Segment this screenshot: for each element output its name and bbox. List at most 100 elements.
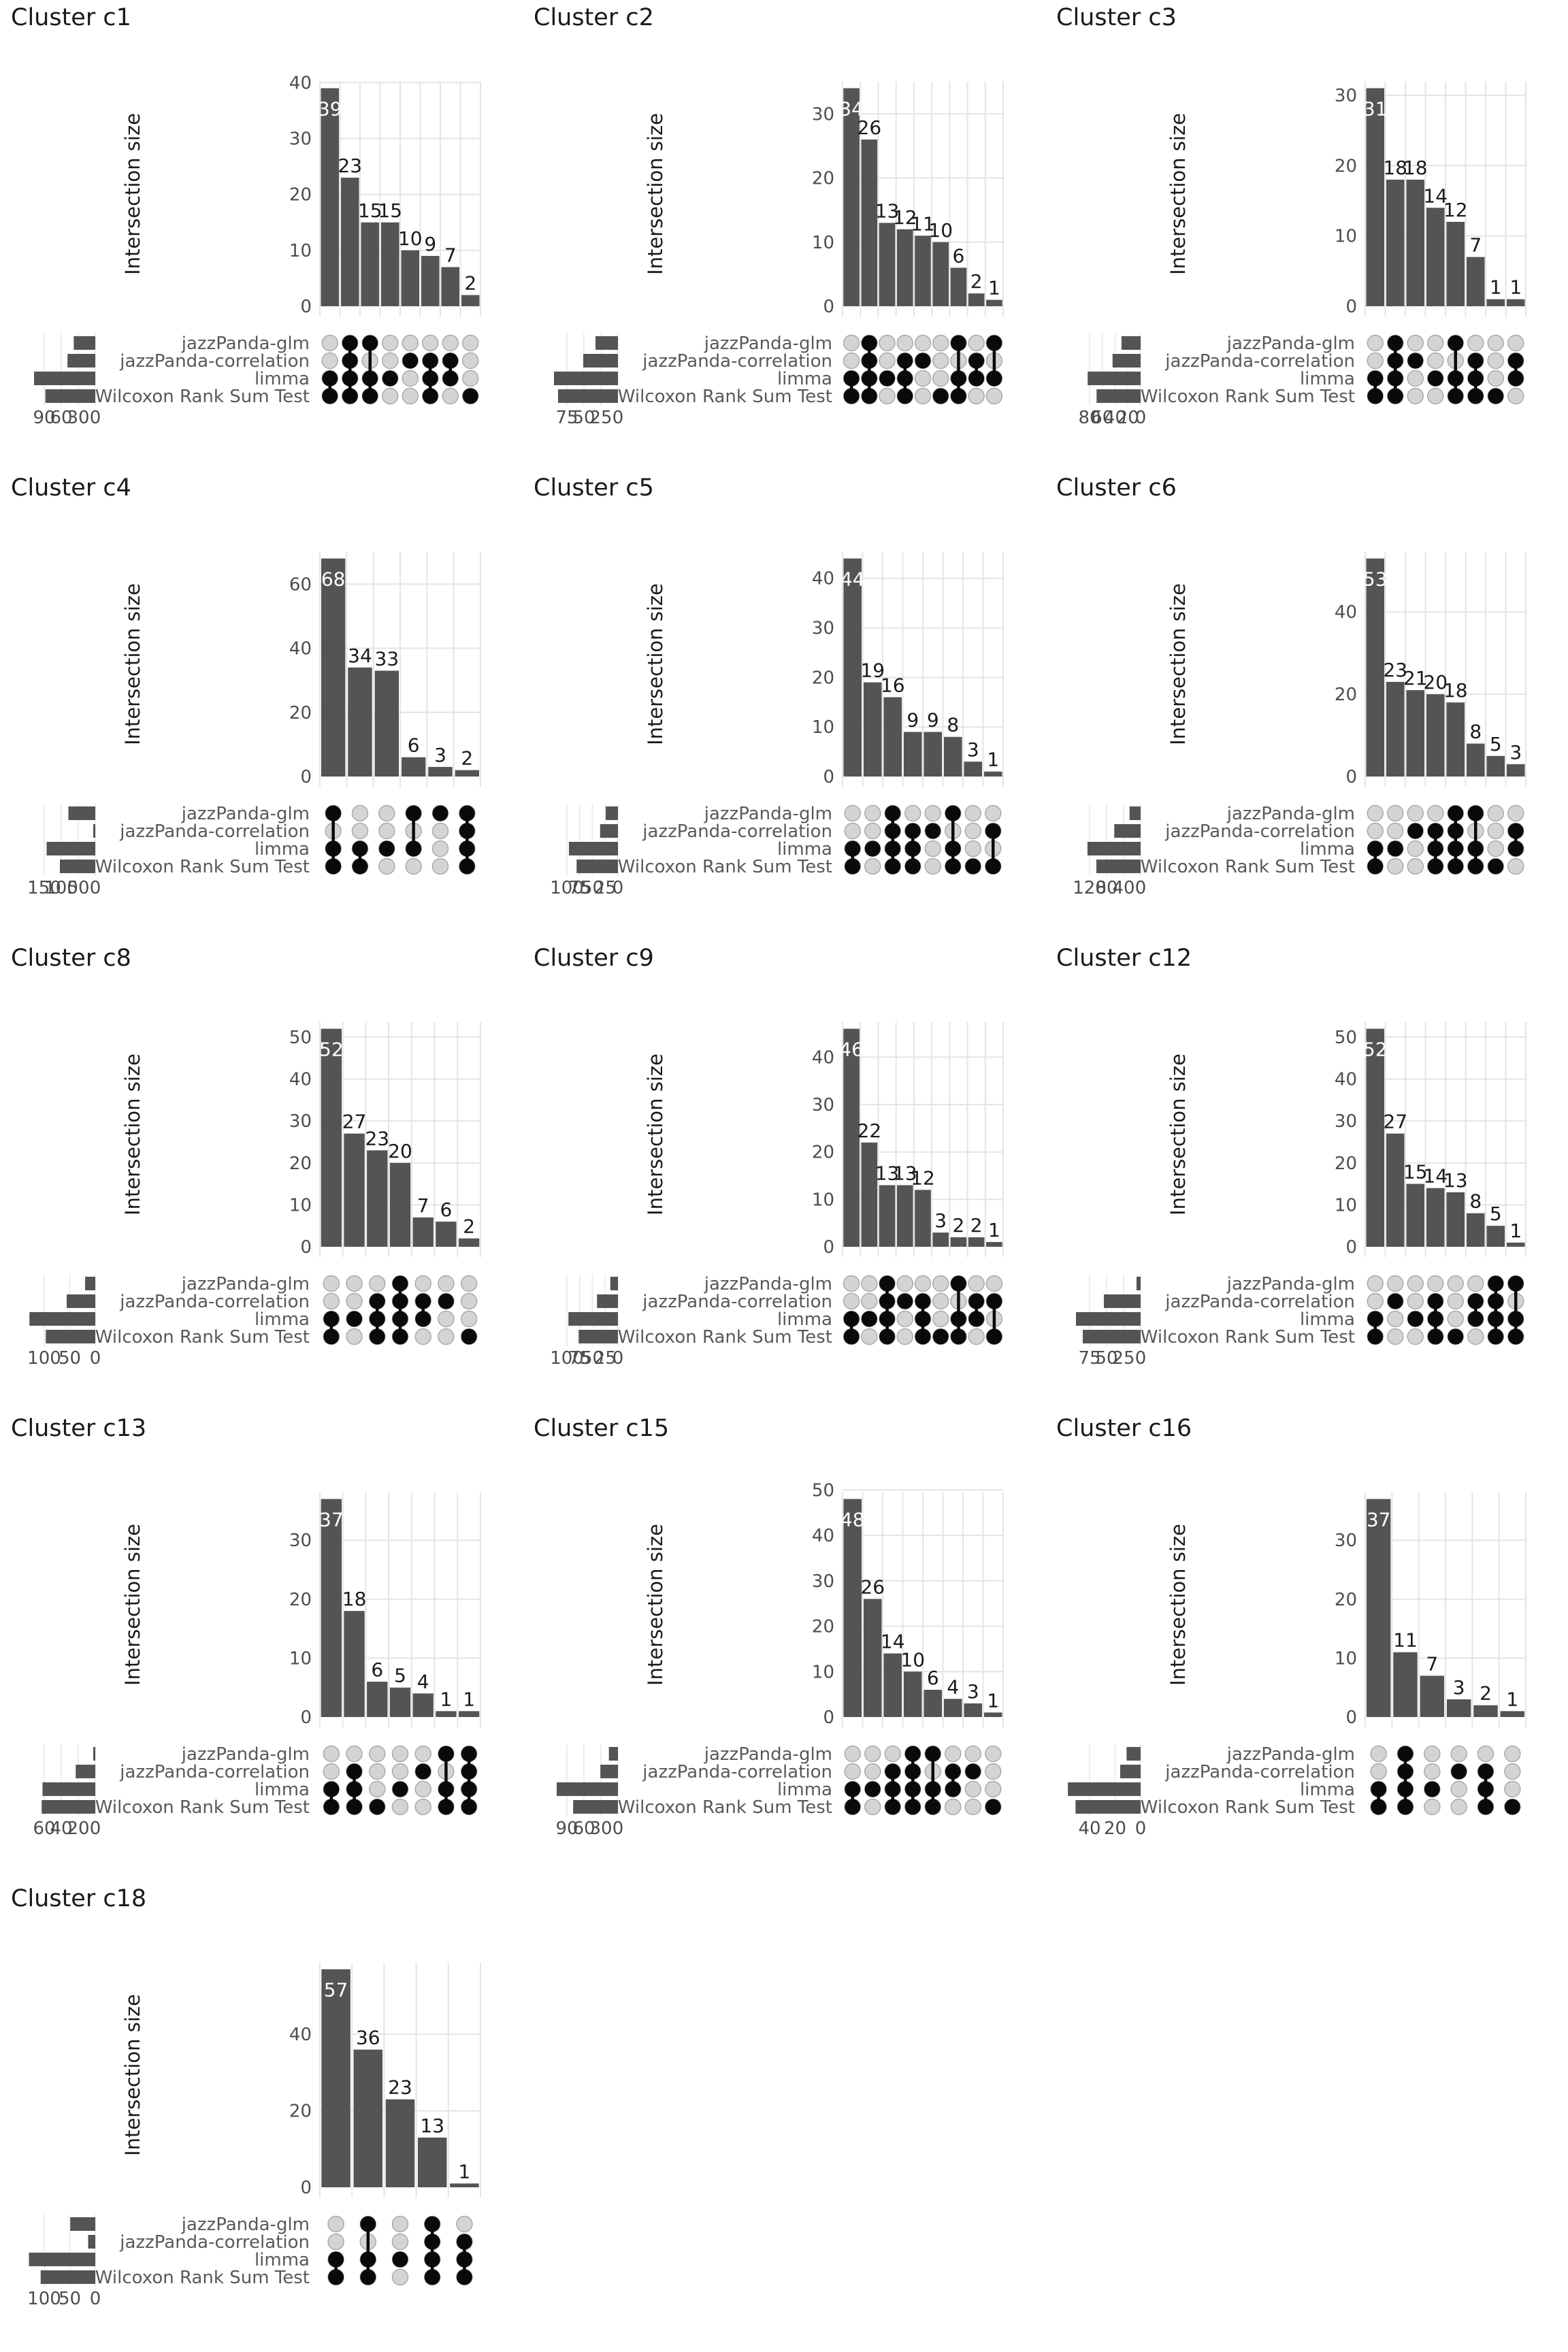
set-size-bar: [1114, 824, 1141, 838]
matrix-dot-inactive: [932, 352, 949, 370]
matrix-dot-active: [323, 1799, 340, 1815]
matrix-dot-active: [1367, 388, 1384, 404]
bar-value-label: 9: [424, 233, 436, 255]
intersection-bar: [924, 732, 943, 777]
y-tick-label: 0: [1345, 297, 1357, 317]
bar-value-label: 3: [1453, 1676, 1465, 1699]
intersection-bar: [401, 757, 426, 777]
intersection-bar: [1486, 1226, 1505, 1247]
matrix-dot-active: [461, 1763, 477, 1780]
set-row-label: limma: [255, 1780, 310, 1800]
set-size-tick-label: 50: [572, 408, 595, 428]
matrix-dot-inactive: [1407, 804, 1424, 822]
matrix-dot-active: [1477, 1781, 1494, 1797]
set-size-bar: [1137, 1277, 1141, 1290]
matrix-dot-inactive: [1407, 370, 1424, 387]
matrix-dot-inactive: [864, 858, 881, 875]
set-size-tick-label: 25: [589, 408, 612, 428]
intersection-bar: [361, 222, 380, 306]
matrix-dot-active: [1467, 1293, 1484, 1309]
y-axis-label: Intersection size: [121, 113, 144, 275]
intersection-bar: [389, 1162, 411, 1247]
matrix-dot-active: [346, 1763, 363, 1780]
matrix-dot-active: [424, 2234, 440, 2250]
intersection-bar: [932, 1232, 949, 1247]
upset-chart: 0 10 20 30 Intersection size 37 11 73 2 1 jazzPand…: [1068, 1492, 1526, 1839]
set-size-bar: [554, 372, 618, 385]
matrix-dot-inactive: [985, 804, 1002, 822]
matrix-dot-active: [925, 1746, 941, 1762]
y-tick-label: 50: [1335, 1028, 1357, 1048]
y-tick-label: 20: [1335, 685, 1357, 705]
bar-value-label: 2: [463, 1215, 475, 1238]
matrix-dot-inactive: [391, 1763, 409, 1780]
matrix-dot-active: [1387, 353, 1403, 369]
matrix-dot-active: [415, 1293, 431, 1309]
intersection-bar: [367, 1150, 388, 1247]
matrix-dot-active: [885, 858, 901, 875]
matrix-dot-inactive: [382, 387, 399, 405]
matrix-dot-inactive: [382, 334, 399, 352]
matrix-dot-inactive: [968, 1275, 985, 1292]
set-size-tick-label: 50: [67, 878, 89, 898]
matrix-dot-inactive: [460, 1292, 478, 1310]
set-size-bar: [597, 1294, 618, 1308]
bar-value-label: 5: [1490, 733, 1502, 755]
y-tick-label: 40: [289, 73, 312, 93]
matrix-dot-active: [1467, 805, 1484, 821]
matrix-dot-inactive: [864, 822, 881, 840]
matrix-dot-active: [362, 388, 378, 404]
set-row-label: jazzPanda-correlation: [642, 821, 832, 842]
matrix-dot-active: [945, 858, 961, 875]
set-row-label: jazzPanda-correlation: [119, 1762, 310, 1782]
intersection-bar: [843, 1028, 860, 1247]
bar-value-label: 23: [388, 2076, 412, 2099]
matrix-dot-active: [945, 805, 961, 821]
bar-value-label: 1: [988, 1219, 1000, 1241]
set-size-bar: [1087, 842, 1141, 855]
bar-value-label: 3: [967, 1680, 979, 1703]
y-tick-label: 0: [300, 1708, 312, 1728]
matrix-dot-inactive: [405, 858, 422, 875]
matrix-dot-inactive: [843, 1275, 860, 1292]
matrix-dot-active: [415, 1311, 431, 1327]
set-row-label: Wilcoxon Rank Sum Test: [1141, 1327, 1355, 1348]
matrix-dot-active: [968, 353, 985, 369]
set-row-label: Wilcoxon Rank Sum Test: [95, 387, 310, 407]
matrix-dot-active: [378, 840, 395, 857]
matrix-dot-inactive: [402, 387, 419, 405]
set-size-tick-label: 20: [1104, 1818, 1126, 1839]
matrix-dot-inactive: [964, 822, 981, 840]
matrix-dot-active: [950, 388, 966, 404]
matrix-dot-inactive: [932, 1275, 949, 1292]
matrix-dot-inactive: [945, 1745, 962, 1763]
matrix-dot-inactive: [1387, 1328, 1404, 1345]
set-row-label: limma: [777, 1780, 832, 1800]
intersection-bar: [843, 1499, 862, 1717]
matrix-dot-inactive: [964, 804, 981, 822]
set-size-bar: [46, 842, 95, 855]
bar-value-label: 21: [1403, 667, 1428, 689]
matrix-dot-active: [986, 335, 1002, 351]
matrix-dot-inactive: [1467, 1328, 1484, 1345]
set-row-label: limma: [1300, 1309, 1355, 1330]
bar-value-label: 20: [1423, 671, 1448, 693]
matrix-dot-active: [885, 1781, 901, 1797]
bar-value-label: 13: [875, 199, 900, 222]
intersection-bar: [417, 2137, 447, 2187]
matrix-dot-active: [861, 388, 877, 404]
matrix-dot-inactive: [391, 2215, 409, 2233]
matrix-dot-active: [1448, 858, 1464, 875]
matrix-dot-active: [352, 840, 368, 857]
matrix-dot-active: [1367, 840, 1384, 857]
matrix-dot-active: [406, 805, 422, 821]
bar-value-label: 36: [356, 2027, 380, 2049]
y-axis-label: Intersection size: [121, 1054, 144, 1215]
matrix-dot-active: [904, 858, 921, 875]
bar-value-label: 9: [927, 708, 939, 731]
matrix-dot-active: [456, 2251, 472, 2268]
cluster-panel-6: Cluster c6 0 20 40 Intersection size 53 23 21 20…: [1045, 470, 1568, 941]
set-size-tick-label: 40: [1104, 408, 1126, 428]
set-size-bar: [568, 1312, 618, 1326]
matrix-dot-inactive: [1507, 804, 1524, 822]
